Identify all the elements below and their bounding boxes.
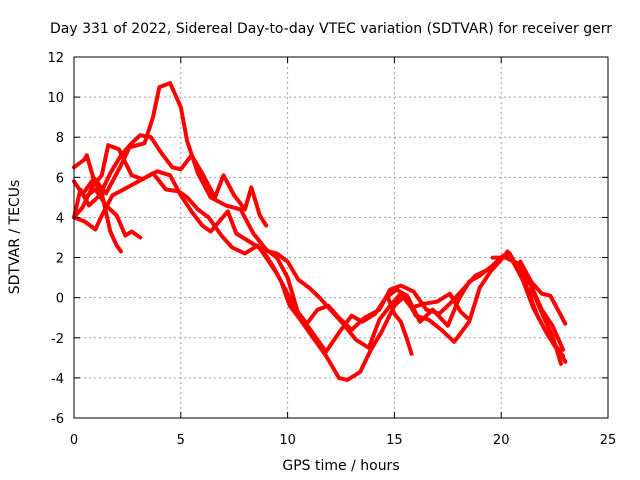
series-line-track-8 (386, 295, 414, 356)
y-tick-label: 8 (56, 131, 64, 146)
y-tick-label: 4 (56, 211, 64, 226)
y-tick-label: -6 (51, 412, 64, 427)
y-tick-label: 6 (56, 171, 64, 186)
x-tick-label: 15 (386, 433, 403, 448)
series-line-track-4 (72, 133, 269, 228)
series-line-track-7 (260, 247, 472, 350)
y-tick-label: -2 (51, 332, 64, 347)
x-tick-label: 5 (177, 433, 185, 448)
series-line-track-5 (72, 179, 143, 240)
x-tick-label: 10 (279, 433, 296, 448)
x-tick-label: 25 (600, 433, 617, 448)
chart-title: Day 331 of 2022, Sidereal Day-to-day VTE… (50, 21, 612, 37)
y-tick-label: -4 (51, 372, 64, 387)
y-axis-label: SDTVAR / TECUs (7, 180, 23, 295)
x-axis-label: GPS time / hours (282, 458, 399, 474)
y-tick-label: 0 (56, 292, 64, 307)
data-series (72, 81, 568, 382)
y-tick-label: 12 (47, 51, 64, 66)
axis-ticks: 0 5 10 15 20 25 -6 -4 -2 0 2 4 6 8 10 12 (47, 51, 616, 448)
series-line-track-9 (490, 255, 563, 366)
plot-frame (73, 56, 609, 419)
series-line-track-6 (82, 177, 123, 254)
x-tick-label: 0 (70, 433, 78, 448)
series-line-track-3 (72, 143, 568, 364)
y-tick-label: 10 (47, 91, 64, 106)
x-tick-label: 20 (493, 433, 510, 448)
series-line-track-10 (518, 259, 568, 326)
series-line-track-1 (72, 81, 566, 358)
series-line-track-2 (72, 169, 566, 382)
y-tick-label: 2 (56, 252, 64, 267)
